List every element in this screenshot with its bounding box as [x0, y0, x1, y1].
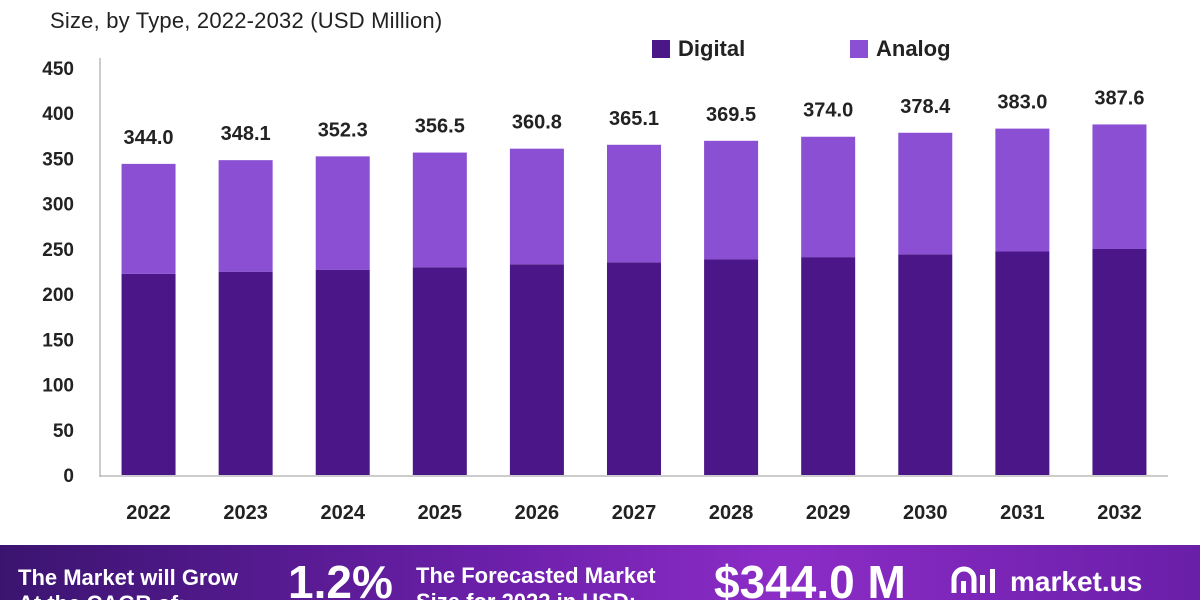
y-tick-label: 250 [42, 240, 74, 261]
market-us-logo-icon [951, 566, 995, 593]
x-tick-label: 2025 [418, 502, 463, 524]
bar-total-label: 352.3 [318, 119, 368, 141]
bar-digital-2030 [898, 254, 953, 475]
x-tick-label: 2031 [1000, 502, 1045, 524]
bar-analog-2028 [704, 140, 759, 260]
y-tick-label: 200 [42, 285, 74, 306]
footer-forecast-text-2: Size for 2022 in USD: [416, 589, 636, 600]
footer-cagr-value: 1.2% [288, 556, 393, 600]
bar-digital-2031 [995, 251, 1050, 475]
footer-grow-text: The Market will Grow [18, 565, 239, 590]
footer-forecast-text: The Forecasted Market [416, 563, 656, 588]
bar-total-label: 365.1 [609, 108, 659, 130]
y-tick-label: 400 [42, 104, 74, 125]
stacked-bar-chart: 0 50 100 150 200 250 300 350 400 450 344.0 2022 348.… [42, 58, 1168, 524]
bar-total-label: 378.4 [900, 96, 951, 118]
bar-digital-2023 [218, 271, 273, 475]
bar-total-label: 369.5 [706, 104, 756, 126]
bar-total-label: 344.0 [124, 127, 174, 149]
bar-total-label: 356.5 [415, 116, 465, 138]
footer-grow-text-2: At the CAGR of: [18, 591, 185, 600]
bar-analog-2022 [121, 163, 176, 274]
bar-digital-2027 [607, 262, 661, 475]
bar-digital-2026 [509, 264, 564, 475]
bar-analog-2025 [412, 152, 467, 268]
legend-label-digital: Digital [678, 36, 746, 61]
bar-analog-2024 [315, 156, 370, 270]
y-tick-label: 50 [53, 421, 74, 442]
bar-analog-2030 [898, 132, 953, 255]
bar-digital-2025 [412, 267, 467, 475]
y-tick-label: 450 [42, 59, 74, 80]
bar-analog-2032 [1092, 124, 1147, 249]
bar-digital-2024 [315, 269, 370, 475]
bar-analog-2031 [995, 128, 1050, 252]
legend-item-analog: Analog [850, 36, 951, 62]
bar-digital-2028 [704, 259, 759, 475]
x-tick-label: 2022 [126, 502, 171, 524]
y-tick-label: 100 [42, 376, 74, 397]
bar-analog-2027 [607, 144, 661, 263]
legend-swatch-analog [850, 40, 868, 58]
x-tick-label: 2024 [320, 502, 365, 524]
x-tick-label: 2032 [1097, 502, 1142, 524]
bar-total-label: 348.1 [221, 123, 271, 145]
bar-digital-2032 [1092, 248, 1147, 475]
bar-total-label: 360.8 [512, 112, 562, 134]
footer-market-size: $344.0 M [714, 556, 906, 600]
bar-analog-2026 [509, 148, 564, 265]
chart-title: Size, by Type, 2022-2032 (USD Million) [50, 8, 443, 33]
market-us-brand: market.us [1010, 566, 1143, 597]
legend-swatch-digital [652, 40, 670, 58]
y-tick-label: 150 [42, 330, 74, 351]
x-tick-label: 2026 [515, 502, 560, 524]
x-tick-label: 2028 [709, 502, 754, 524]
bar-analog-2023 [218, 160, 273, 272]
bar-analog-2029 [801, 136, 856, 258]
x-tick-label: 2030 [903, 502, 948, 524]
bar-digital-2029 [801, 257, 856, 475]
bar-total-label: 387.6 [1094, 87, 1144, 109]
x-tick-label: 2027 [612, 502, 657, 524]
footer-banner: The Market will Grow At the CAGR of: 1.2… [0, 545, 1200, 600]
legend-label-analog: Analog [876, 36, 951, 61]
legend-item-digital: Digital [652, 36, 745, 62]
bar-total-label: 383.0 [997, 92, 1047, 114]
y-tick-label: 350 [42, 149, 74, 170]
bar-total-label: 374.0 [803, 100, 853, 122]
y-tick-label: 0 [63, 466, 74, 487]
x-tick-label: 2023 [223, 502, 268, 524]
x-tick-label: 2029 [806, 502, 851, 524]
bar-digital-2022 [121, 273, 176, 475]
y-tick-label: 300 [42, 195, 74, 216]
